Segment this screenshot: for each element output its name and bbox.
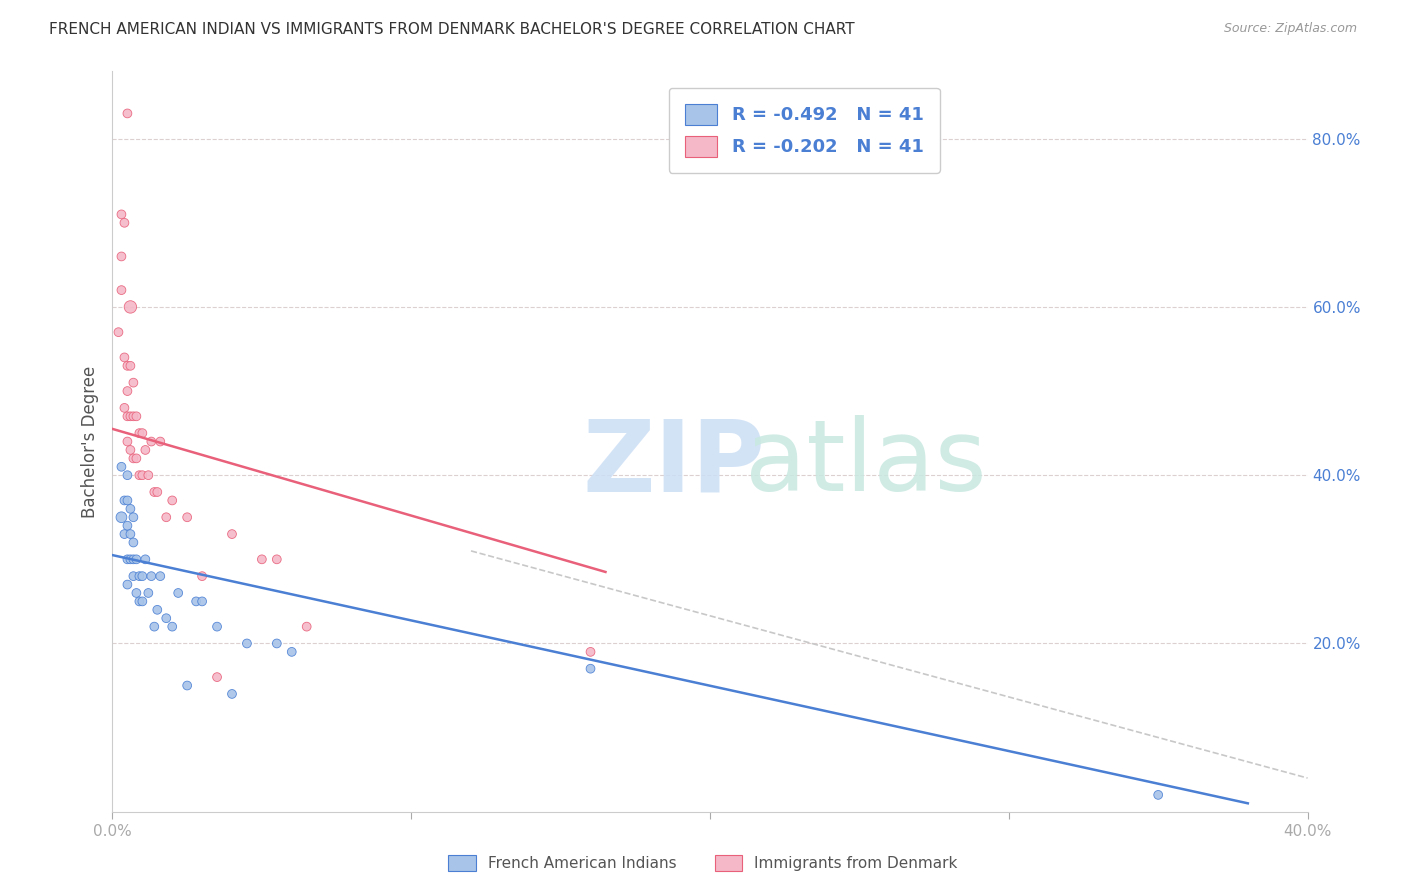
Point bbox=[110, 510, 132, 524]
Point bbox=[155, 510, 177, 524]
Point bbox=[120, 442, 142, 457]
Point bbox=[110, 283, 132, 297]
Point bbox=[117, 552, 139, 566]
Point bbox=[117, 518, 139, 533]
Point bbox=[134, 552, 156, 566]
Point bbox=[236, 636, 259, 650]
Point bbox=[141, 569, 163, 583]
Point bbox=[176, 510, 198, 524]
Point bbox=[205, 670, 228, 684]
Point bbox=[125, 451, 148, 466]
Point bbox=[117, 434, 139, 449]
Point bbox=[117, 384, 139, 398]
Point bbox=[221, 687, 243, 701]
Text: Source: ZipAtlas.com: Source: ZipAtlas.com bbox=[1223, 22, 1357, 36]
Point bbox=[186, 594, 208, 608]
Point bbox=[110, 459, 132, 474]
Point bbox=[125, 409, 148, 424]
Legend: French American Indians, Immigrants from Denmark: French American Indians, Immigrants from… bbox=[441, 849, 965, 877]
Point bbox=[579, 662, 602, 676]
Point bbox=[122, 409, 145, 424]
Point bbox=[266, 636, 288, 650]
Point bbox=[125, 586, 148, 600]
Point bbox=[114, 216, 135, 230]
Point bbox=[128, 569, 150, 583]
Text: FRENCH AMERICAN INDIAN VS IMMIGRANTS FROM DENMARK BACHELOR'S DEGREE CORRELATION : FRENCH AMERICAN INDIAN VS IMMIGRANTS FRO… bbox=[49, 22, 855, 37]
Point bbox=[122, 569, 145, 583]
Point bbox=[131, 426, 153, 441]
Point bbox=[122, 510, 145, 524]
Point bbox=[114, 401, 135, 415]
Point bbox=[191, 569, 214, 583]
Point bbox=[149, 569, 172, 583]
Point bbox=[117, 106, 139, 120]
Point bbox=[146, 603, 169, 617]
Point bbox=[120, 501, 142, 516]
Point bbox=[141, 434, 163, 449]
Point bbox=[120, 300, 142, 314]
Text: ZIP: ZIP bbox=[582, 416, 766, 512]
Point bbox=[117, 468, 139, 483]
Point bbox=[176, 679, 198, 693]
Point bbox=[131, 569, 153, 583]
Point bbox=[117, 409, 139, 424]
Point bbox=[221, 527, 243, 541]
Point bbox=[114, 351, 135, 365]
Point bbox=[120, 527, 142, 541]
Point bbox=[146, 485, 169, 500]
Point bbox=[128, 468, 150, 483]
Legend: R = -0.492   N = 41, R = -0.202   N = 41: R = -0.492 N = 41, R = -0.202 N = 41 bbox=[669, 87, 941, 173]
Text: atlas: atlas bbox=[745, 416, 986, 512]
Point bbox=[125, 552, 148, 566]
Point bbox=[205, 619, 228, 633]
Point bbox=[155, 611, 177, 625]
Point bbox=[117, 359, 139, 373]
Point bbox=[162, 619, 183, 633]
Point bbox=[120, 359, 142, 373]
Point bbox=[128, 594, 150, 608]
Y-axis label: Bachelor's Degree: Bachelor's Degree bbox=[80, 366, 98, 517]
Point bbox=[134, 442, 156, 457]
Point bbox=[110, 249, 132, 264]
Point bbox=[579, 645, 602, 659]
Point bbox=[117, 577, 139, 591]
Point bbox=[107, 325, 129, 339]
Point bbox=[143, 485, 166, 500]
Point bbox=[295, 619, 318, 633]
Point bbox=[122, 535, 145, 549]
Point bbox=[191, 594, 214, 608]
Point bbox=[149, 434, 172, 449]
Point bbox=[122, 376, 145, 390]
Point bbox=[167, 586, 190, 600]
Point bbox=[122, 552, 145, 566]
Point bbox=[131, 594, 153, 608]
Point bbox=[131, 468, 153, 483]
Point bbox=[1147, 788, 1170, 802]
Point bbox=[128, 426, 150, 441]
Point bbox=[114, 527, 135, 541]
Point bbox=[143, 619, 166, 633]
Point bbox=[114, 493, 135, 508]
Point bbox=[266, 552, 288, 566]
Point bbox=[162, 493, 183, 508]
Point bbox=[110, 207, 132, 221]
Point bbox=[138, 468, 160, 483]
Point bbox=[122, 451, 145, 466]
Point bbox=[120, 552, 142, 566]
Point bbox=[117, 493, 139, 508]
Point bbox=[120, 409, 142, 424]
Point bbox=[250, 552, 273, 566]
Point bbox=[138, 586, 160, 600]
Point bbox=[281, 645, 304, 659]
